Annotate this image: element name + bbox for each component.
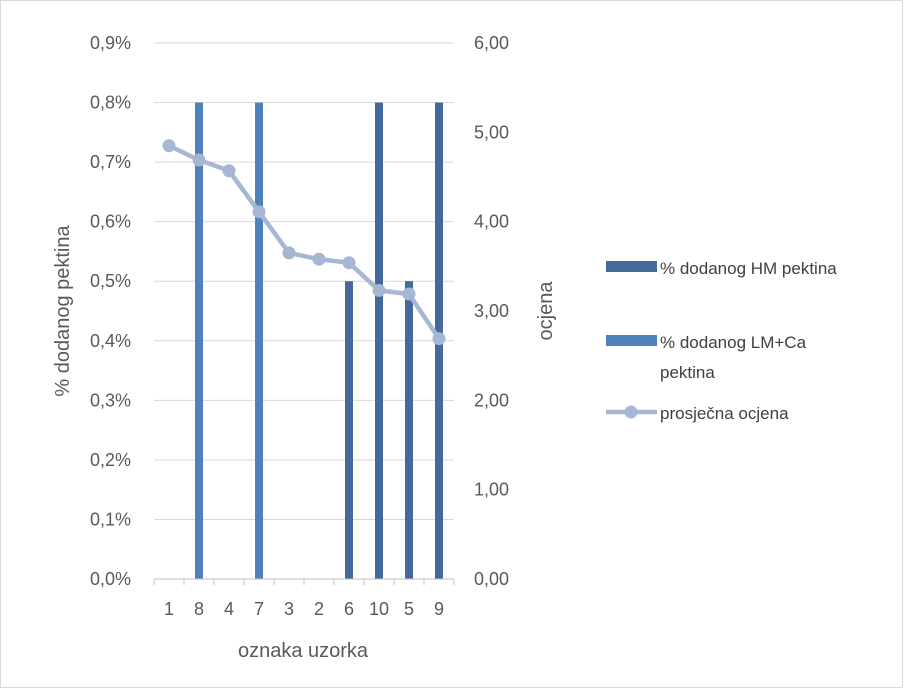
y2-tick-label: 1,00 [474,480,509,500]
y2-axis-title: ocjena [535,281,557,341]
legend-label: % dodanog HM pektina [660,259,837,278]
y2-tick-label: 6,00 [474,33,509,53]
line-series-path [168,143,441,340]
bar [345,281,353,579]
line-point [252,205,266,219]
tick-labels: 0,0% 0,1% 0,2% 0,3% 0,4% 0,5% 0,6% 0,7% 0,8% 0,9%… [90,33,509,619]
line-point [402,287,416,301]
x-tick-label: 9 [434,599,444,619]
y-tick-label: 0,0% [90,569,131,589]
line-point [312,252,326,266]
y-tick-label: 0,4% [90,331,131,351]
x-tick-label: 8 [194,599,204,619]
line-point [372,283,386,297]
legend: % dodanog HM pektina % dodanog LM+Ca pekti… [606,259,837,423]
x-tick-label: 4 [224,599,234,619]
x-tick-label: 2 [314,599,324,619]
line-point [342,256,356,270]
y2-tick-label: 2,00 [474,390,509,410]
axes [153,578,455,585]
x-tick-label: 5 [404,599,414,619]
x-tick-label: 3 [284,599,294,619]
y-tick-label: 0,1% [90,509,131,529]
bar [375,102,383,580]
line-point [222,164,236,178]
y-tick-label: 0,6% [90,212,131,232]
y-tick-label: 0,8% [90,93,131,113]
bar [255,102,263,580]
legend-label: pektina [660,363,715,382]
y-tick-label: 0,7% [90,152,131,172]
legend-label: % dodanog LM+Ca [660,333,807,352]
line-point [282,246,296,260]
line-series [162,139,446,346]
x-tick-label: 1 [164,599,174,619]
y-axis-title: % dodanog pektina [52,224,74,396]
y2-tick-label: 0,00 [474,569,509,589]
y2-tick-label: 5,00 [474,122,509,142]
y-tick-label: 0,2% [90,450,131,470]
bar [405,281,413,579]
y-tick-label: 0,5% [90,271,131,291]
y-tick-label: 0,3% [90,390,131,410]
line-point [192,153,206,167]
bar [195,102,203,580]
x-axis-title: oznaka uzorka [238,640,369,662]
y-tick-label: 0,9% [90,33,131,53]
legend-swatch [606,335,657,346]
legend-label: prosječna ocjena [660,404,789,423]
line-point [432,332,446,346]
x-tick-label: 7 [254,599,264,619]
y2-tick-label: 3,00 [474,301,509,321]
x-tick-label: 10 [369,599,389,619]
x-tick-label: 6 [344,599,354,619]
legend-marker [624,405,638,419]
y2-tick-label: 4,00 [474,212,509,232]
line-point [162,139,176,153]
legend-swatch [606,261,657,272]
